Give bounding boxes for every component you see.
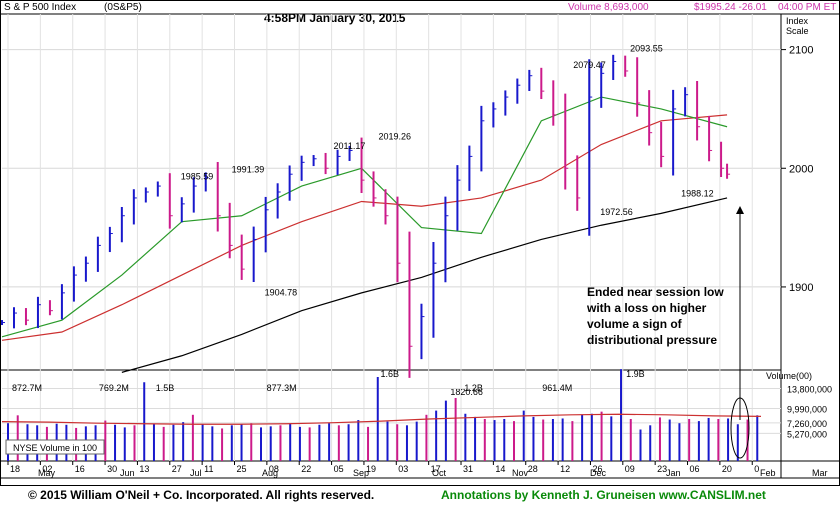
x-tick-label: 25 [237, 464, 247, 474]
volume-bar-label: 769.2M [99, 383, 129, 393]
scale-label-index: Index [786, 16, 809, 26]
x-tick-label: 12 [560, 464, 570, 474]
callout [730, 206, 750, 459]
volume-bar-label: 1.5B [156, 383, 175, 393]
volume-bar-label: 1.6B [380, 369, 399, 379]
x-tick-label: 22 [301, 464, 311, 474]
x-tick-label: 30 [107, 464, 117, 474]
price-tick-label: 2100 [789, 45, 813, 57]
month-label: Dec [590, 468, 607, 478]
x-tick-label: 08 [269, 464, 279, 474]
x-tick-label: 28 [528, 464, 538, 474]
volume-annotations: 872.7M 769.2M 1.5B 877.3M 1.6B 1.2B 961.4M 1.9B [12, 369, 645, 393]
credit-text: Annotations by Kenneth J. Gruneisen www.… [441, 488, 766, 502]
ma200-line [1, 114, 728, 341]
chart-frame [0, 0, 840, 486]
outer-border [0, 0, 840, 486]
scale-label-scale: Scale [786, 26, 809, 36]
price-annotations: 1985.59 1991.39 1904.78 2011.17 2019.26 1820.… [181, 43, 714, 397]
volume-bar-label: 1.9B [626, 369, 645, 379]
x-tick-label: 20 [722, 464, 732, 474]
chart-header: S & P 500 Index (0S&P5) 4:58PM January 3… [4, 2, 836, 36]
x-tick-label: 03 [398, 464, 408, 474]
month-label: Mar [812, 468, 828, 478]
month-label: Feb [760, 468, 776, 478]
callout-arrow-head [736, 206, 744, 214]
price-y-axis: 2100 2000 1900 [781, 45, 813, 294]
volume-tick-label: 7,260,000 [787, 419, 827, 429]
price-annotation-label: 2079.47 [573, 60, 606, 70]
copyright-text: © 2015 William O'Neil + Co. Incorporated… [28, 488, 375, 502]
long-moving-average-line [121, 197, 728, 373]
price-tick-label: 1900 [789, 282, 813, 294]
price-annotation-label: 1991.39 [232, 164, 265, 174]
volume-legend-text: NYSE Volume in 100 [13, 443, 97, 453]
x-tick-label: 23 [657, 464, 667, 474]
x-tick-label: 05 [334, 464, 344, 474]
x-tick-label: 17 [431, 464, 441, 474]
volume-highlight-ellipse [730, 397, 750, 459]
time-readout: 04:00 PM ET [778, 2, 836, 13]
volume-tick-label: 9,990,000 [787, 405, 827, 415]
price-annotation-label: 1972.56 [600, 207, 633, 217]
volume-readout: Volume 8,693,000 [568, 2, 649, 13]
stock-chart: S & P 500 Index (0S&P5) 4:58PM January 3… [0, 0, 840, 486]
x-tick-label: 31 [463, 464, 473, 474]
timestamp-title: 4:58PM January 30, 2015 [264, 11, 406, 25]
volume-tick-label: 5,270,000 [787, 429, 827, 439]
x-tick-label: 26 [592, 464, 602, 474]
price-annotation-label: 1904.78 [265, 287, 298, 297]
month-label: Jan [666, 468, 681, 478]
volume-legend: NYSE Volume in 100 Volume(00) [5, 371, 812, 455]
month-label: Oct [432, 468, 447, 478]
x-tick-label: 09 [625, 464, 635, 474]
volume-bar-label: 872.7M [12, 383, 42, 393]
price-annotation-label: 2011.17 [334, 141, 366, 151]
x-tick-label: 19 [366, 464, 376, 474]
x-tick-label: 16 [75, 464, 85, 474]
month-label: Sep [353, 468, 369, 478]
x-tick-label: 0 [754, 464, 759, 474]
price-annotation-label: 2019.26 [378, 131, 411, 141]
callout-text: Ended near session low with a loss on hi… [587, 285, 724, 347]
x-tick-label: 27 [172, 464, 182, 474]
volume-tick-label: 13,800,000 [787, 385, 832, 395]
price-annotation-label: 1985.59 [181, 171, 214, 181]
price-readout: $1995.24 -26.01 [694, 2, 767, 13]
x-tick-label: 14 [495, 464, 505, 474]
symbol-label: (0S&P5) [104, 2, 142, 13]
price-tick-label: 2000 [789, 163, 813, 175]
volume-axis-title: Volume(00) [766, 371, 812, 381]
price-annotation-label: 2093.55 [630, 43, 663, 53]
x-tick-label: 02 [42, 464, 52, 474]
month-label: Nov [512, 468, 529, 478]
month-label: May [38, 468, 56, 478]
month-label: Jul [190, 468, 202, 478]
price-gridlines [2, 14, 781, 461]
footer: © 2015 William O'Neil + Co. Incorporated… [0, 486, 840, 507]
x-tick-label: 18 [10, 464, 20, 474]
x-tick-label: 11 [204, 464, 213, 474]
price-annotation-label: 1988.12 [681, 188, 714, 198]
volume-legend-box [5, 439, 105, 455]
volume-gridlines [2, 388, 781, 434]
month-label: Aug [262, 468, 278, 478]
x-tick-label: 06 [690, 464, 700, 474]
volume-bar-label: 877.3M [267, 383, 297, 393]
x-axis: 18 02 16 30 13 27 11 25 08 22 05 19 03 17 31 14 28 12 26 09… [7, 461, 828, 478]
x-tick-label: 13 [139, 464, 149, 474]
month-label: Jun [120, 468, 135, 478]
price-series [1, 54, 731, 378]
volume-bar-label: 961.4M [542, 383, 572, 393]
price-annotation-label: 1820.66 [450, 387, 483, 397]
index-name: S & P 500 Index [4, 2, 76, 13]
volume-bar-label: 1.2B [464, 383, 483, 393]
volume-moving-average-line [1, 413, 762, 425]
